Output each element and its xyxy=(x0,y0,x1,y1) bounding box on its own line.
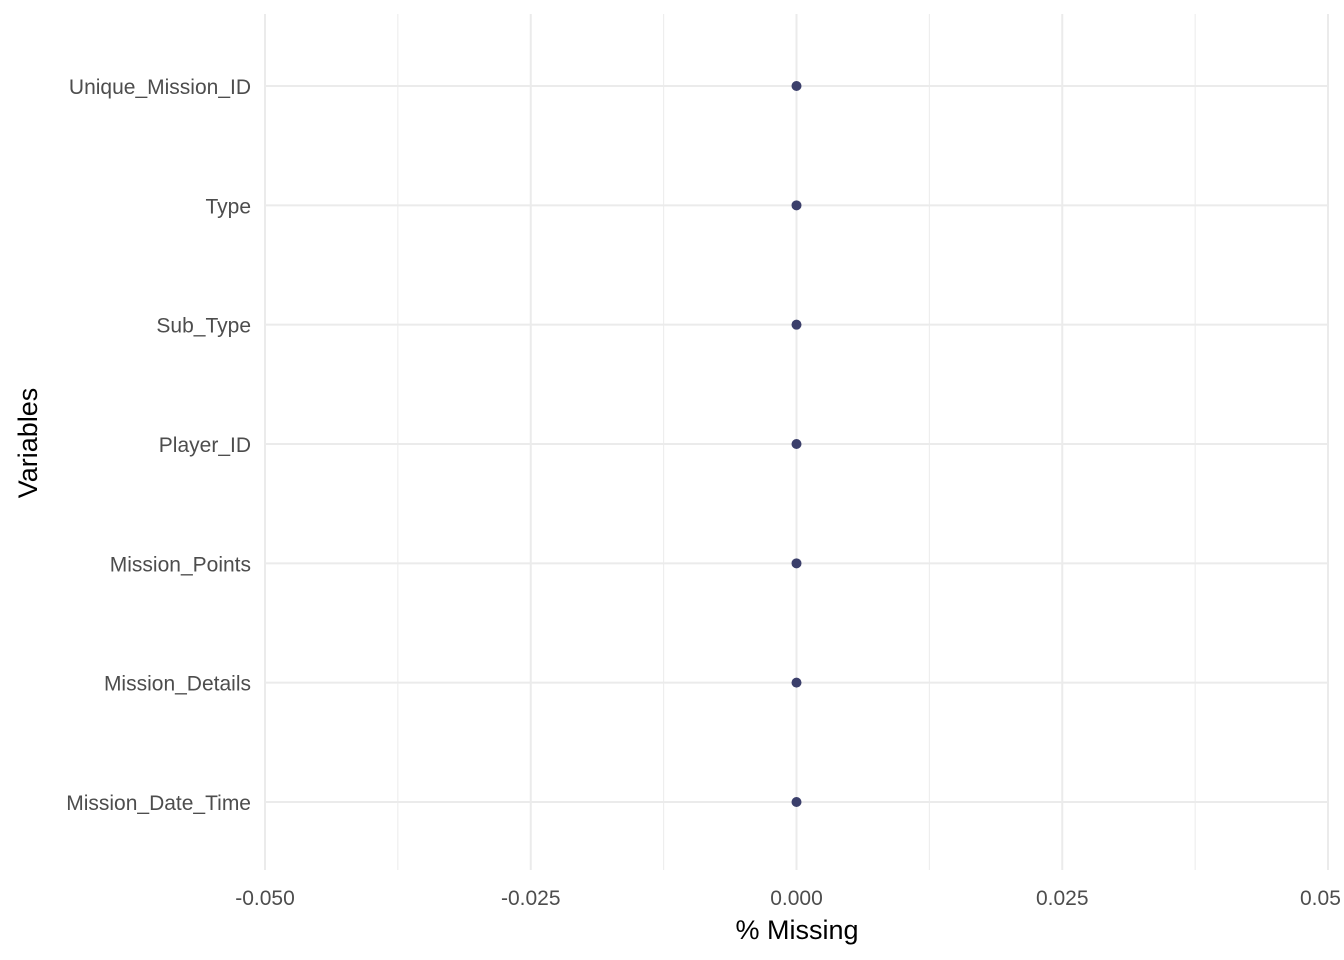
y-tick-label: Player_ID xyxy=(159,434,251,457)
y-tick-label: Mission_Details xyxy=(104,673,251,696)
x-tick-label: -0.025 xyxy=(501,887,561,910)
x-tick-label: 0.000 xyxy=(770,887,823,910)
x-axis-title: % Missing xyxy=(735,915,858,945)
y-axis-title: Variables xyxy=(13,388,43,499)
x-tick-label: 0.025 xyxy=(1036,887,1089,910)
y-tick-label: Sub_Type xyxy=(156,315,251,338)
data-point xyxy=(791,319,802,330)
y-tick-label: Mission_Date_Time xyxy=(66,792,251,815)
y-tick-label: Type xyxy=(205,195,251,218)
data-point xyxy=(791,200,802,211)
data-point xyxy=(791,81,802,91)
data-point xyxy=(791,558,802,569)
points-layer xyxy=(791,81,802,807)
data-point xyxy=(791,796,802,807)
y-tick-label: Mission_Points xyxy=(110,553,251,576)
x-tick-label: -0.050 xyxy=(235,887,295,910)
y-tick-label: Unique_Mission_ID xyxy=(69,76,251,99)
y-tick-labels: Unique_Mission_ID Type Sub_Type Player_ID Mi… xyxy=(66,76,251,815)
x-tick-labels: -0.050 -0.025 0.000 0.025 0.05 xyxy=(235,887,1341,910)
x-tick-label: 0.05 xyxy=(1300,887,1341,910)
data-point xyxy=(791,677,802,688)
data-point xyxy=(791,438,802,449)
